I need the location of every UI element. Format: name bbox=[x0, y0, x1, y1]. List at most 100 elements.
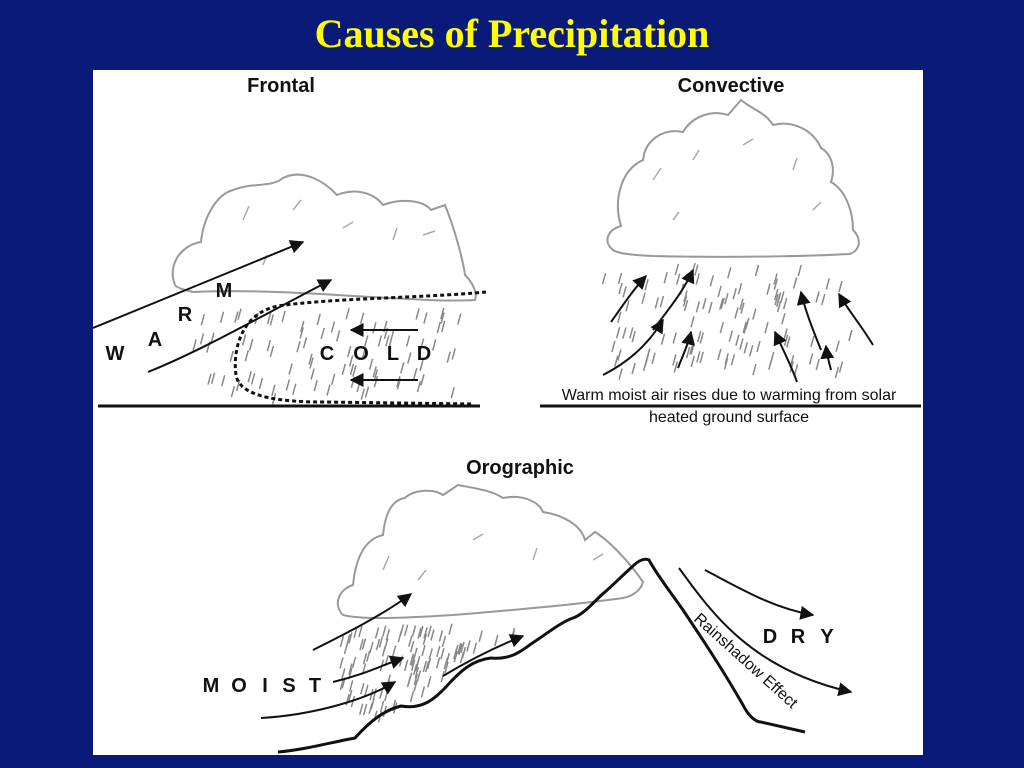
rain-streak bbox=[423, 312, 428, 324]
rain-streak bbox=[407, 352, 412, 364]
updraft-arrow-4 bbox=[677, 330, 695, 369]
rain-streak bbox=[644, 279, 649, 291]
rain-streak bbox=[250, 373, 256, 385]
convective-cloud-texture bbox=[652, 138, 822, 221]
updraft-arrow-6 bbox=[773, 330, 798, 383]
rain-streak bbox=[424, 660, 430, 673]
rain-streak bbox=[453, 647, 458, 660]
mountain-profile bbox=[277, 557, 806, 754]
rain-streak bbox=[685, 346, 691, 359]
rain-streak bbox=[219, 311, 225, 323]
rain-streak bbox=[359, 312, 365, 324]
rain-streak bbox=[727, 267, 732, 279]
rain-streak bbox=[450, 387, 455, 399]
warm-letter-r: R bbox=[178, 304, 193, 326]
rain-streak bbox=[309, 357, 314, 369]
rain-streak bbox=[797, 264, 802, 277]
warm-air-arrow-upper bbox=[93, 240, 305, 329]
convective-panel: Convective Warm moist air rises due to w… bbox=[537, 75, 921, 426]
rain-streak bbox=[362, 652, 368, 665]
slide-title: Causes of Precipitation bbox=[314, 11, 710, 56]
convective-heading: Convective bbox=[678, 75, 785, 97]
rain-streak bbox=[415, 656, 421, 668]
rain-streak bbox=[400, 362, 405, 374]
rain-streak bbox=[200, 314, 206, 326]
rain-streak bbox=[438, 630, 444, 642]
rain-streak bbox=[708, 301, 713, 314]
rain-streak bbox=[825, 278, 831, 290]
dry-letter-d: D bbox=[763, 626, 777, 648]
rain-streak bbox=[838, 361, 844, 373]
rain-streak bbox=[345, 308, 350, 320]
rain-streak bbox=[625, 300, 630, 312]
rain-streak bbox=[220, 375, 226, 387]
rain-streak bbox=[406, 675, 412, 688]
rain-streak bbox=[776, 300, 782, 313]
rain-streak bbox=[629, 327, 634, 339]
rain-streak bbox=[821, 293, 826, 306]
rain-streak bbox=[699, 332, 705, 344]
rain-streak bbox=[396, 375, 401, 388]
rain-streak bbox=[341, 668, 346, 680]
rain-streak bbox=[709, 275, 715, 287]
rain-streak bbox=[419, 338, 425, 350]
rain-streak bbox=[789, 354, 795, 367]
rain-streak bbox=[774, 288, 779, 301]
rain-streak bbox=[427, 625, 432, 637]
rain-streak bbox=[375, 638, 381, 651]
rain-streak bbox=[391, 645, 397, 657]
rain-streak bbox=[210, 372, 216, 384]
orographic-cloud-texture bbox=[382, 533, 604, 581]
rain-streak bbox=[427, 676, 432, 688]
dry-air-arrow-2 bbox=[678, 567, 853, 697]
orographic-heading: Orographic bbox=[466, 457, 574, 479]
rain-streak bbox=[271, 384, 276, 396]
rain-streak bbox=[296, 341, 301, 353]
rain-streak bbox=[413, 368, 418, 380]
rain-streak bbox=[382, 625, 387, 637]
convective-rain bbox=[601, 263, 853, 380]
rain-streak bbox=[654, 297, 660, 309]
rain-streak bbox=[752, 364, 757, 376]
rain-streak bbox=[695, 301, 701, 313]
rain-streak bbox=[461, 646, 467, 659]
frontal-heading: Frontal bbox=[247, 75, 315, 97]
rain-streak bbox=[235, 379, 241, 392]
rain-streak bbox=[641, 292, 646, 304]
rain-streak bbox=[288, 363, 293, 375]
dry-letter-y: Y bbox=[820, 626, 834, 648]
rain-streak bbox=[266, 312, 272, 325]
rain-streak bbox=[358, 625, 363, 638]
rain-streak bbox=[358, 703, 364, 715]
rain-streak bbox=[364, 684, 369, 696]
rain-streak bbox=[617, 272, 623, 285]
rain-streak bbox=[694, 264, 699, 276]
rain-streak bbox=[339, 657, 344, 669]
rain-streak bbox=[366, 650, 371, 662]
rain-streak bbox=[422, 660, 428, 673]
rain-streak bbox=[351, 656, 357, 668]
rain-streak bbox=[348, 355, 354, 367]
rain-streak bbox=[440, 648, 445, 660]
rain-streak bbox=[436, 645, 441, 658]
rain-streak bbox=[419, 359, 424, 372]
rain-streak bbox=[781, 313, 786, 325]
rain-streak bbox=[320, 327, 325, 340]
orographic-rain bbox=[339, 623, 516, 723]
rain-streak bbox=[299, 327, 304, 339]
rain-streak bbox=[478, 630, 483, 642]
rain-streak bbox=[622, 286, 627, 298]
rain-streak bbox=[719, 298, 724, 310]
rain-streak bbox=[326, 384, 331, 396]
rain-streak bbox=[659, 295, 665, 308]
rain-streak bbox=[341, 363, 347, 375]
rain-streak bbox=[773, 273, 778, 285]
rain-streak bbox=[768, 358, 773, 370]
rain-streak bbox=[444, 661, 449, 673]
rain-streak bbox=[361, 638, 367, 650]
rain-streak bbox=[697, 330, 702, 342]
rain-streak bbox=[373, 369, 379, 381]
moist-letter-s: S bbox=[282, 675, 295, 697]
rain-streak bbox=[719, 321, 725, 334]
warm-letter-a: A bbox=[148, 329, 162, 351]
